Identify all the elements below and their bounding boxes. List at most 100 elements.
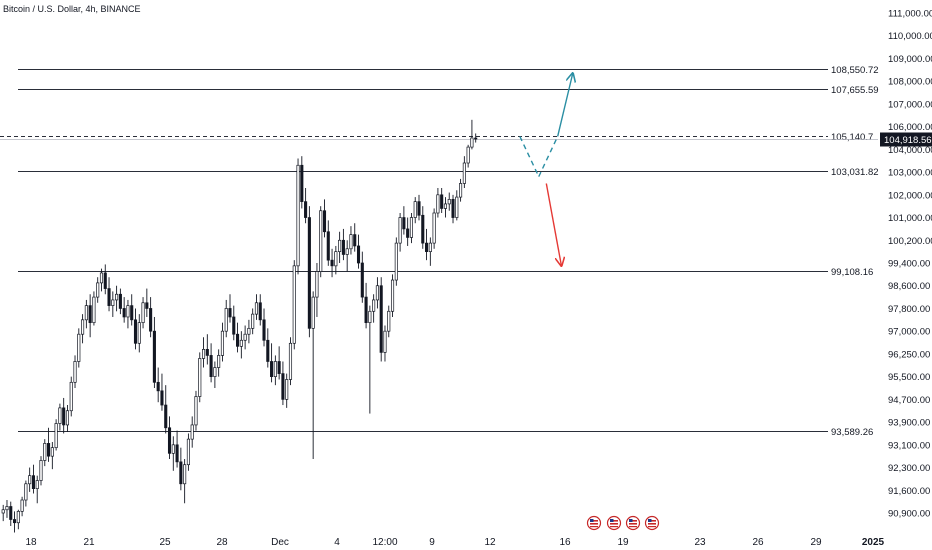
y-tick-label: 111,000.00: [888, 9, 932, 20]
candle-47: [179, 447, 183, 491]
candle-34: [130, 294, 134, 326]
candle-32: [122, 297, 126, 323]
candle-110: [417, 194, 421, 221]
x-tick-label: Dec: [271, 537, 289, 548]
candle-19: [73, 355, 77, 388]
candle-108: [409, 213, 413, 244]
candle-42: [160, 373, 164, 411]
candle-69: [262, 308, 266, 347]
candle-39: [149, 297, 153, 338]
y-tick-label: 102,000.00: [888, 190, 932, 201]
candle-13: [50, 441, 54, 470]
candle-122: [462, 156, 466, 188]
flag-icon[interactable]: [644, 515, 660, 531]
candle-118: [447, 192, 451, 211]
candle-75: [285, 373, 289, 408]
candle-5: [20, 496, 24, 517]
candle-99: [375, 277, 379, 309]
candle-120: [455, 190, 459, 221]
candle-95: [360, 251, 364, 303]
x-tick-label: 2025: [862, 537, 885, 548]
candle-58: [220, 322, 224, 362]
candle-73: [277, 346, 281, 380]
candle-30: [115, 285, 119, 312]
level-label-5: 93,589.26: [831, 427, 873, 438]
candle-123: [466, 144, 470, 168]
flag-icon[interactable]: [606, 515, 622, 531]
candle-0: [1, 504, 5, 522]
candle-119: [451, 194, 455, 224]
candle-24: [92, 291, 96, 326]
candle-43: [164, 385, 168, 434]
x-tick-label: 4: [334, 537, 340, 548]
flag-icon[interactable]: [625, 515, 641, 531]
candle-27: [103, 264, 107, 295]
y-tick-label: 110,000.00: [888, 31, 932, 42]
candle-82: [311, 291, 315, 460]
candle-78: [296, 158, 300, 275]
candle-41: [156, 367, 160, 403]
x-tick-label: 9: [429, 537, 435, 548]
candle-45: [171, 436, 175, 471]
candle-83: [315, 263, 319, 317]
price-axis[interactable]: 111,000.00 110,000.00 109,000.00 108,000.00…: [880, 9, 932, 520]
candle-29: [111, 291, 115, 317]
candle-105: [398, 213, 402, 252]
projection-arrow-3[interactable]: [545, 183, 561, 265]
candle-48: [183, 459, 187, 504]
event-markers: [586, 515, 660, 531]
candle-40: [152, 316, 156, 388]
y-tick-label: 97,800.00: [888, 304, 930, 315]
candle-52: [198, 352, 202, 403]
candle-8: [31, 464, 35, 494]
candle-9: [35, 475, 39, 504]
candle-94: [356, 234, 361, 269]
candle-87: [330, 248, 334, 278]
y-tick-label: 103,000.00: [888, 168, 932, 179]
candle-98: [372, 294, 376, 323]
candle-38: [145, 288, 149, 317]
candle-26: [99, 268, 104, 292]
svg-text:104,918.56: 104,918.56: [884, 135, 932, 146]
candle-46: [175, 430, 179, 468]
candle-37: [141, 297, 145, 329]
candle-10: [39, 456, 43, 486]
candle-92: [349, 226, 353, 255]
candle-57: [217, 349, 221, 377]
candle-4: [16, 509, 20, 530]
candle-104: [394, 237, 398, 286]
candle-93: [353, 223, 357, 252]
candle-103: [390, 274, 395, 317]
candle-77: [292, 260, 296, 350]
candle-36: [137, 314, 141, 353]
y-tick-label: 98,600.00: [888, 281, 930, 292]
candle-72: [273, 355, 277, 386]
candle-7: [28, 467, 32, 492]
x-tick-label: 21: [83, 537, 95, 548]
candle-85: [322, 199, 327, 238]
candle-6: [24, 480, 28, 507]
y-tick-label: 99,400.00: [888, 259, 930, 270]
candle-23: [88, 294, 92, 338]
flag-icon[interactable]: [586, 515, 602, 531]
y-tick-label: 108,000.00: [888, 77, 932, 88]
projection-layer: [519, 73, 573, 266]
y-tick-label: 106,000.00: [888, 122, 932, 133]
projection-dash-1[interactable]: [538, 136, 559, 177]
candle-17: [65, 405, 70, 433]
candle-97: [368, 305, 372, 414]
candle-35: [133, 308, 138, 350]
candle-79: [300, 156, 304, 209]
y-tick-label: 101,000.00: [888, 213, 932, 224]
candle-60: [228, 294, 232, 323]
y-tick-label: 95,500.00: [888, 372, 930, 383]
candle-124: [470, 119, 474, 150]
projection-arrow-2[interactable]: [556, 73, 573, 137]
candle-63: [239, 331, 243, 359]
y-tick-label: 94,700.00: [888, 395, 930, 406]
candle-101: [383, 325, 387, 362]
y-tick-label: 104,000.00: [888, 145, 932, 156]
projection-dash-0[interactable]: [519, 136, 540, 177]
time-axis[interactable]: 18 21 25 28 Dec 4 12:00 9 12 16 19 23 26 29 2025: [25, 537, 884, 548]
